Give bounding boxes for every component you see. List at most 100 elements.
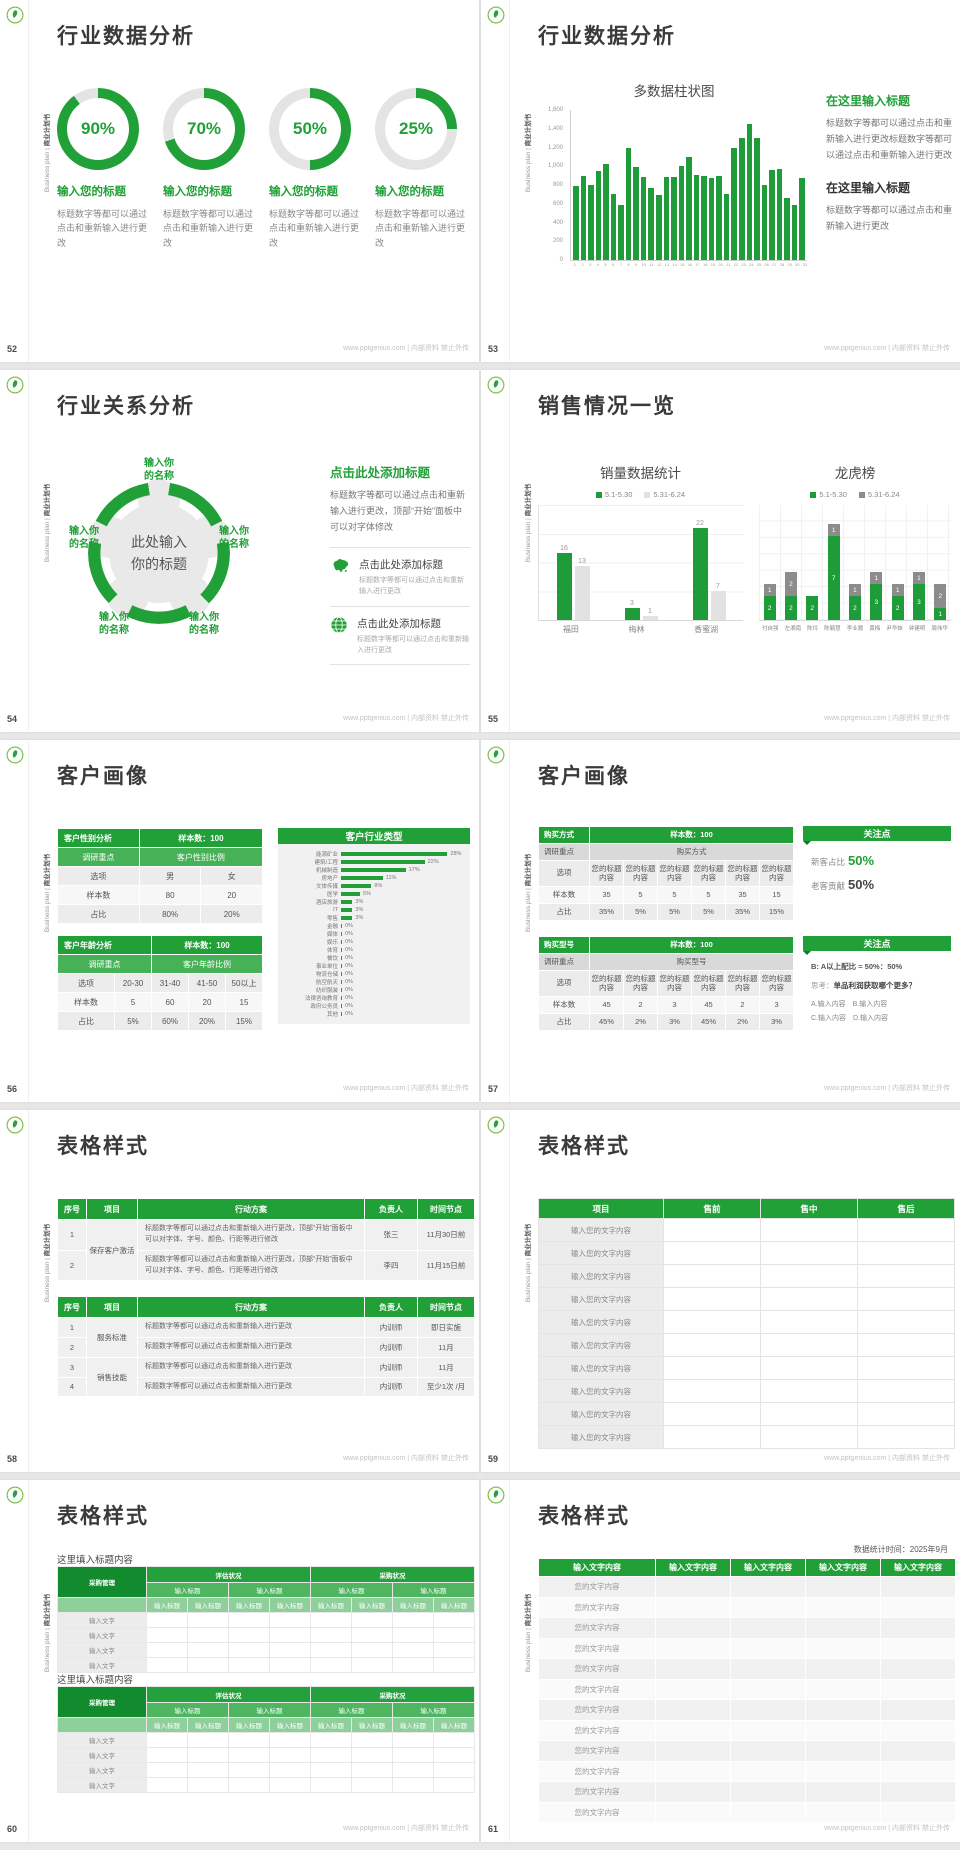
donut-hole: 70%	[173, 98, 235, 160]
panel-title: 客户行业类型	[278, 828, 470, 844]
leaf-logo	[6, 1486, 24, 1504]
header-cell: 输入文字内容	[656, 1559, 730, 1576]
table-row: 输入您的文字内容	[539, 1219, 954, 1241]
slide-59-thumbnail[interactable]: Business plan | 商业计划书 表格样式 项目 售前 售中 售后 输入您的…	[481, 1110, 960, 1472]
page-title: 行业数据分析	[538, 25, 676, 48]
petal-label: 输入你 的名称	[144, 458, 174, 482]
donut-label: 输入您的标题	[163, 186, 232, 198]
page-title: 表格样式	[538, 1135, 630, 1158]
slide-footer: www.pptgenius.com | 内部资料 禁止外传	[824, 715, 950, 722]
donut-item: 25% 输入您的标题 标题数字等都可以通过点击和重新输入进行更改	[375, 88, 468, 250]
focus-panel-2: 关注点 B: A以上配比 = 50%：50% 思考：单品利润获取哪个更多？ A.…	[803, 936, 951, 1037]
donut-body-text: 标题数字等都可以通过点击和重新输入进行更改	[163, 209, 254, 248]
rail-text: Business plan | 商业计划书	[525, 483, 532, 563]
rail-divider	[28, 1480, 29, 1842]
table-row: 您的文字内容	[539, 1659, 955, 1679]
table-row: 您的文字内容	[539, 1741, 955, 1761]
slide-footer: www.pptgenius.com | 内部资料 禁止外传	[343, 345, 469, 352]
leaf-logo	[487, 6, 505, 24]
china-map-icon	[330, 557, 350, 597]
slide-52-thumbnail[interactable]: Business plan | 商业计划书 行业数据分析 90% 输入您的标题 …	[0, 0, 479, 362]
slide-footer: www.pptgenius.com | 内部资料 禁止外传	[343, 1455, 469, 1462]
header-cell: 输入文字内容	[881, 1559, 955, 1576]
item-heading: 点击此处添加标题	[359, 559, 443, 572]
leaf-logo	[6, 376, 24, 394]
action-plan-table-2: 序号 项目 行动方案 负责人 时间节点 1 服务标准 标题数字等都可以通过点击和重新输入…	[57, 1296, 475, 1397]
donut-item: 90% 输入您的标题 标题数字等都可以通过点击和重新输入进行更改	[57, 88, 150, 250]
side-text-blocks: 在这里输入标题 标题数字等都可以通过点击和重新输入进行更改标题数字等都可以通过点…	[826, 92, 952, 235]
table-row: 输入文字	[58, 1748, 474, 1762]
column-chart: 多数据柱状图 0 200 400 600 800 1,000 1,200 1,400 1,600…	[538, 80, 810, 267]
donut-row: 90% 输入您的标题 标题数字等都可以通过点击和重新输入进行更改 70% 输入您…	[57, 88, 468, 250]
page-number: 59	[488, 1454, 499, 1464]
table-row: 输入您的文字内容	[539, 1265, 954, 1287]
page-number: 52	[7, 344, 18, 354]
block-body: 标题数字等都可以通过点击和重新输入进行更改，顶部“开始”面板中可以对字体修改	[330, 490, 466, 532]
slide-58-thumbnail[interactable]: Business plan | 商业计划书 表格样式 序号 项目 行动方案 负责人 时间…	[0, 1110, 479, 1472]
sub-header-cell: 输入标题	[311, 1583, 392, 1597]
leaf-logo	[6, 6, 24, 24]
block-heading-green: 在这里输入标题	[826, 94, 911, 108]
slide-footer: www.pptgenius.com | 内部资料 禁止外传	[343, 1085, 469, 1092]
slide-60-thumbnail[interactable]: Business plan | 商业计划书 表格样式 这里填入标题内容 采购管理…	[0, 1480, 479, 1842]
chart-bars	[571, 110, 807, 260]
purchase-model-table: 购买型号 样本数：100 调研重点 购买型号 选项 您的标题内容 您的标题内容 您的标题内…	[538, 936, 794, 1031]
horizontal-bar-chart: 能源矿业 28% 建筑/工程 22% 机械制造 17% 房地产 11% 文体传媒 8% 医学 5% 酒店…	[304, 851, 462, 1018]
table-row: 输入您的文字内容	[539, 1311, 954, 1333]
slide-54-thumbnail[interactable]: Business plan | 商业计划书 行业关系分析 此处输入你的标题 输入…	[0, 370, 479, 732]
donut-item: 50% 输入您的标题 标题数字等都可以通过点击和重新输入进行更改	[269, 88, 362, 250]
leaf-logo	[487, 376, 505, 394]
rail-divider	[28, 0, 29, 362]
page-number: 58	[7, 1454, 18, 1464]
slide-footer: www.pptgenius.com | 内部资料 禁止外传	[343, 715, 469, 722]
page-title: 表格样式	[57, 1505, 149, 1528]
data-date-note: 数据统计时间：2025年9月	[853, 1545, 948, 1554]
block-body: 标题数字等都可以通过点击和重新输入进行更改	[826, 205, 953, 231]
page-title: 行业数据分析	[57, 25, 195, 48]
item-heading: 点击此处添加标题	[357, 617, 441, 630]
page-number: 53	[488, 344, 499, 354]
rail-text: Business plan | 商业计划书	[525, 1593, 532, 1673]
rail-divider	[28, 370, 29, 732]
donut-hole: 25%	[385, 98, 447, 160]
donut-chart: 70%	[163, 88, 245, 170]
slide-53-thumbnail[interactable]: Business plan | 商业计划书 行业数据分析 多数据柱状图 0 200…	[481, 0, 960, 362]
slide-56-thumbnail[interactable]: Business plan | 商业计划书 客户画像 客户性别分析 样本数：100…	[0, 740, 479, 1102]
chart-title: 销量数据统计	[600, 466, 681, 481]
page-title: 销售情况一览	[538, 395, 676, 418]
table-row: 您的文字内容	[539, 1577, 955, 1597]
procurement-table-2: 采购管理 评估状况 采购状况 输入标题 输入标题 输入标题 输入标题 输入标题 输入标题…	[57, 1686, 475, 1793]
rail-divider	[28, 740, 29, 1102]
x-axis-labels: 福田 梅林 香蜜湖	[562, 625, 719, 634]
page-title: 行业关系分析	[57, 395, 195, 418]
donut-item: 70% 输入您的标题 标题数字等都可以通过点击和重新输入进行更改	[163, 88, 256, 250]
slide-57-thumbnail[interactable]: Business plan | 商业计划书 客户画像 购买方式 样本数：100 调…	[481, 740, 960, 1102]
rail-text: Business plan | 商业计划书	[525, 1223, 532, 1303]
table-row: 您的文字内容	[539, 1638, 955, 1658]
table-row: 您的文字内容	[539, 1618, 955, 1638]
table-row: 输入您的文字内容	[539, 1380, 954, 1402]
page-title: 客户画像	[57, 765, 149, 788]
block-heading-green: 点击此处添加标题	[330, 466, 431, 480]
donut-body-text: 标题数字等都可以通过点击和重新输入进行更改	[375, 209, 466, 248]
chart-title: 多数据柱状图	[633, 84, 715, 99]
rail-text: Business plan | 商业计划书	[525, 113, 532, 193]
table-row: 输入文字	[58, 1658, 474, 1672]
donut-body-text: 标题数字等都可以通过点击和重新输入进行更改	[269, 209, 360, 248]
procurement-table-1: 采购管理 评估状况 采购状况 输入标题 输入标题 输入标题 输入标题 输入标题 输入标题…	[57, 1566, 475, 1673]
rail-divider	[509, 740, 510, 1102]
sub-header-cell: 输入标题	[229, 1703, 310, 1717]
sub-header-cell: 输入标题	[393, 1583, 474, 1597]
page-number: 61	[488, 1824, 499, 1834]
slide-55-thumbnail[interactable]: Business plan | 商业计划书 销售情况一览 销量数据统计 5.1-…	[481, 370, 960, 732]
donut-hole: 90%	[67, 98, 129, 160]
rail-divider	[509, 1110, 510, 1472]
donut-chart: 50%	[269, 88, 351, 170]
x-axis-ticks: 1 2 3 4 5 6 7 8 9 10 11 12 13 14 15 16 17 18 19 20 21 22 23 24 2…	[573, 262, 808, 267]
donut-percent: 50%	[292, 119, 328, 138]
leaf-logo	[6, 746, 24, 764]
slide-footer: www.pptgenius.com | 内部资料 禁止外传	[343, 1825, 469, 1832]
slide-61-thumbnail[interactable]: Business plan | 商业计划书 表格样式 数据统计时间：2025年9…	[481, 1480, 960, 1842]
